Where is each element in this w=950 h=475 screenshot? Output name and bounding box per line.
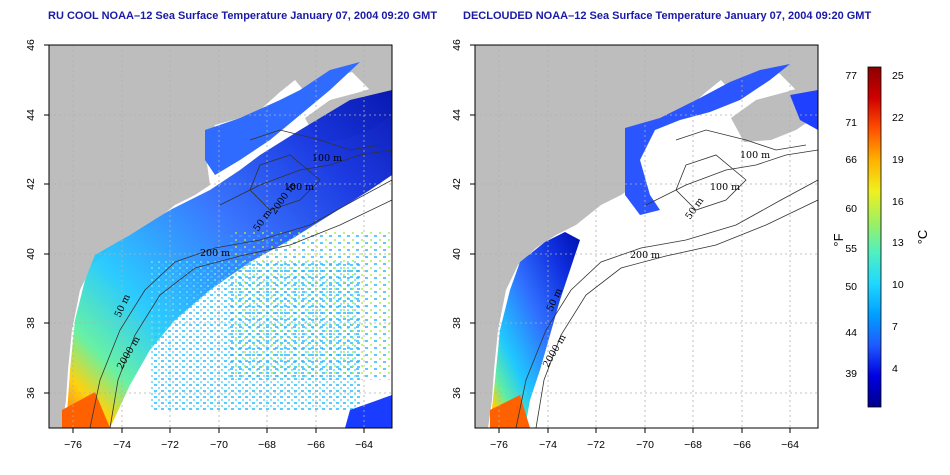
colorbar-gradient (867, 66, 882, 408)
sst-swaths (490, 64, 818, 428)
celsius-tick: 4 (892, 363, 898, 375)
fahrenheit-tick: 44 (845, 327, 857, 339)
x-tick-label: −68 (258, 439, 276, 451)
x-tick-label: −64 (781, 439, 799, 451)
map-frame (474, 44, 819, 429)
x-tick-labels: −76 −74 −72 −70 −68 −66 −64 (64, 439, 373, 451)
y-tick-label: 44 (451, 109, 463, 121)
celsius-tick: 13 (892, 237, 904, 249)
x-tick-label: −70 (636, 439, 654, 451)
y-tick-labels: 36 38 40 42 44 46 (25, 39, 37, 399)
left-map-title: RU COOL NOAA–12 Sea Surface Temperature … (48, 10, 438, 22)
celsius-tick: 22 (892, 112, 904, 124)
celsius-tick: 16 (892, 196, 904, 208)
y-tick-label: 36 (25, 387, 37, 399)
contour-label: 200 m (200, 248, 230, 259)
fahrenheit-tick: 77 (845, 70, 857, 82)
map-frame (48, 44, 393, 429)
y-tick-label: 40 (451, 248, 463, 260)
land-mass (49, 45, 392, 428)
y-tick-label: 46 (451, 39, 463, 51)
x-tick-labels: −76 −74 −72 −70 −68 −66 −64 (490, 439, 799, 451)
celsius-label: °C (915, 230, 930, 245)
x-tick-label: −72 (161, 439, 179, 451)
x-tick-label: −74 (539, 439, 557, 451)
x-tick-label: −76 (490, 439, 508, 451)
contour-label: 100 m (710, 182, 740, 193)
colorbar: 77 71 66 60 55 50 44 39 25 22 19 16 13 1… (831, 66, 930, 408)
y-tick-label: 40 (25, 248, 37, 260)
x-tick-label: −66 (307, 439, 325, 451)
celsius-tick: 10 (892, 279, 904, 291)
axis-ticks (470, 44, 791, 433)
x-tick-label: −74 (113, 439, 131, 451)
y-tick-label: 42 (451, 178, 463, 190)
land-mass (475, 45, 818, 428)
sst-swaths (62, 62, 392, 428)
y-tick-label: 36 (451, 387, 463, 399)
x-tick-label: −72 (587, 439, 605, 451)
y-tick-label: 46 (25, 39, 37, 51)
contour-label: 100 m (740, 150, 770, 161)
contour-label: 100 m (284, 182, 314, 193)
x-tick-label: −76 (64, 439, 82, 451)
grid (49, 45, 392, 428)
y-tick-label: 38 (451, 317, 463, 329)
x-tick-label: −66 (733, 439, 751, 451)
y-tick-label: 38 (25, 317, 37, 329)
x-tick-label: −64 (355, 439, 373, 451)
fahrenheit-tick: 71 (845, 117, 857, 129)
left-map-panel: 100 m 100 m 200 m 50 m 2000 m 50 m 2000 … (25, 39, 393, 451)
fahrenheit-tick: 39 (845, 368, 857, 380)
fahrenheit-tick: 50 (845, 281, 857, 293)
fahrenheit-tick: 66 (845, 154, 857, 166)
right-map-title: DECLOUDED NOAA–12 Sea Surface Temperatur… (463, 10, 872, 22)
celsius-tick: 19 (892, 154, 904, 166)
right-map-panel: 100 m 100 m 200 m 50 m 50 m 2000 m −76 −… (451, 39, 819, 451)
bathymetry-contours (515, 129, 819, 429)
y-tick-label: 44 (25, 109, 37, 121)
x-tick-label: −70 (210, 439, 228, 451)
y-tick-label: 42 (25, 178, 37, 190)
colorbar-celsius-ticks: 25 22 19 16 13 10 7 4 (892, 70, 904, 375)
celsius-tick: 25 (892, 70, 904, 82)
celsius-tick: 7 (892, 321, 898, 333)
y-tick-labels: 36 38 40 42 44 46 (451, 39, 463, 399)
fahrenheit-tick: 60 (845, 203, 857, 215)
fahrenheit-tick: 55 (845, 243, 857, 255)
x-tick-label: −68 (684, 439, 702, 451)
fahrenheit-label: °F (831, 233, 846, 246)
colorbar-fahrenheit-ticks: 77 71 66 60 55 50 44 39 (845, 70, 857, 380)
contour-label: 200 m (630, 250, 660, 261)
contour-label: 100 m (312, 153, 342, 164)
axis-ticks (44, 44, 365, 433)
grid (475, 45, 818, 428)
bathymetry-contours (89, 129, 393, 429)
